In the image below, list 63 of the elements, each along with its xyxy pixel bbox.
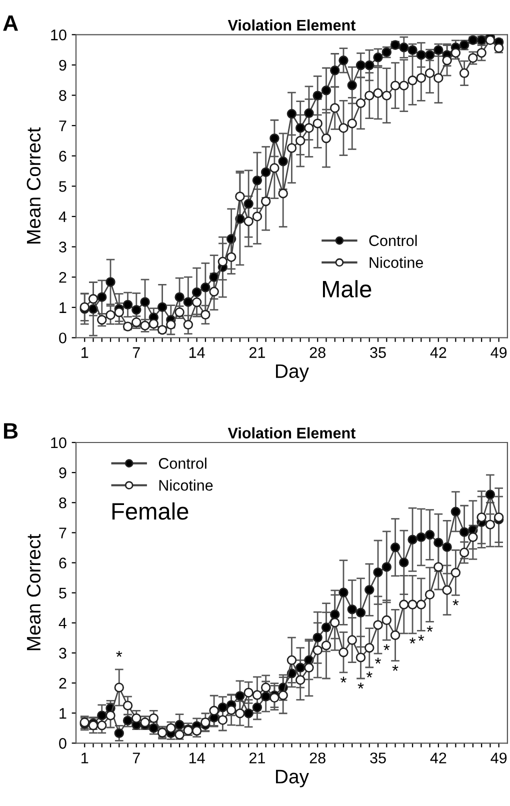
x-tick-label: 1 <box>82 752 88 764</box>
legend-label: Nicotine <box>159 480 213 491</box>
x-tick-label: 49 <box>490 752 507 764</box>
annotation: * <box>410 638 416 644</box>
y-tick-label: 1 <box>60 708 66 719</box>
y-axis-title: Mean Correct <box>26 534 41 650</box>
annotation: * <box>340 676 346 683</box>
annotation: * <box>384 644 390 650</box>
x-tick-label: 14 <box>189 752 205 764</box>
x-tick-label: 1 <box>82 347 88 358</box>
x-tick-label: 35 <box>370 347 386 358</box>
x-axis-title: Day <box>276 364 309 382</box>
x-tick-label: 14 <box>189 347 205 358</box>
x-tick-label: 42 <box>430 347 446 358</box>
y-tick-label: 4 <box>58 618 67 628</box>
y-tick-label: 7 <box>59 120 66 132</box>
x-tick-label: 35 <box>370 752 386 764</box>
y-tick-label: 4 <box>58 212 67 222</box>
legend-label: Nicotine <box>370 256 423 268</box>
chart-title: Violation Element <box>228 19 356 31</box>
y-tick-label: 0 <box>59 738 66 749</box>
legend-label: Control <box>369 234 417 246</box>
annotation: * <box>375 658 381 664</box>
x-tick-label: 7 <box>132 347 140 358</box>
x-tick-label: 28 <box>310 752 326 764</box>
y-tick-label: 10 <box>51 437 66 448</box>
annotation: * <box>426 626 433 632</box>
y-tick-label: 3 <box>59 648 66 659</box>
legend-label: Control <box>158 458 206 469</box>
annotation: * <box>358 682 364 689</box>
y-tick-label: 5 <box>59 181 66 192</box>
annotation: * <box>392 664 398 671</box>
y-tick-label: 8 <box>59 497 66 508</box>
x-tick-label: 21 <box>249 347 265 358</box>
x-tick-label: 42 <box>430 752 446 764</box>
x-axis-title: Day <box>276 770 309 788</box>
y-tick-label: 2 <box>59 678 66 689</box>
chart-title: Violation Element <box>228 427 356 438</box>
y-tick-label: 6 <box>59 558 66 568</box>
y-tick-label: 1 <box>60 302 66 313</box>
y-tick-label: 0 <box>59 332 66 344</box>
x-tick-label: 49 <box>490 347 507 358</box>
annotation: Male <box>322 280 372 298</box>
y-tick-label: 6 <box>59 150 66 162</box>
x-tick-label: 21 <box>249 752 265 764</box>
x-tick-label: 7 <box>132 752 140 764</box>
y-tick-label: 3 <box>59 242 66 252</box>
y-tick-label: 5 <box>59 588 66 598</box>
y-tick-label: 2 <box>59 272 66 283</box>
text: A <box>3 15 18 31</box>
text: B <box>4 423 18 439</box>
annotation: * <box>116 650 122 657</box>
y-tick-label: 10 <box>51 30 66 40</box>
y-tick-label: 7 <box>59 528 66 538</box>
y-axis-title: Mean Correct <box>26 127 41 244</box>
annotation: * <box>366 672 372 678</box>
y-tick-label: 9 <box>59 60 66 71</box>
y-tick-label: 8 <box>59 90 66 101</box>
x-tick-label: 28 <box>310 347 326 358</box>
annotation: * <box>418 634 424 641</box>
y-tick-label: 9 <box>59 467 66 478</box>
annotation: * <box>452 599 459 606</box>
annotation: Female <box>112 502 188 520</box>
